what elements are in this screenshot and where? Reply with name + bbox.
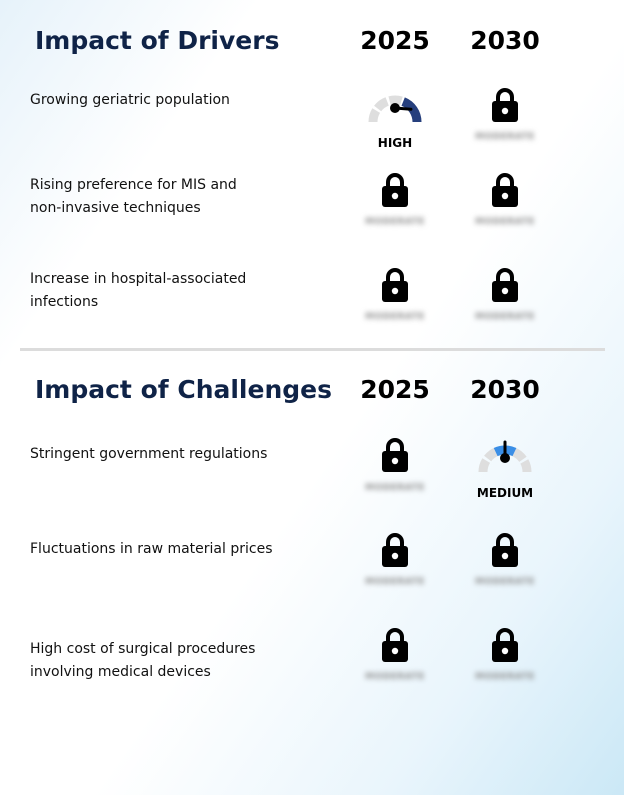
section-divider [20, 348, 605, 351]
hidden-impact-value: MODERATE [475, 132, 535, 142]
challenge-row-label: High cost of surgical procedures involvi… [30, 638, 290, 684]
challenges-heading: Impact of Challenges [35, 375, 332, 404]
hidden-impact-value: MODERATE [475, 217, 535, 227]
lock-icon [382, 268, 408, 302]
label-line: Stringent government regulations [30, 446, 268, 462]
driver-row-label: Increase in hospital-associated infectio… [30, 268, 290, 314]
impact-cell-2030[interactable]: MODERATE [450, 164, 560, 244]
label-line: non-invasive techniques [30, 200, 201, 216]
hidden-impact-value: MODERATE [475, 672, 535, 682]
hidden-impact-value: MODERATE [365, 312, 425, 322]
gauge-icon [478, 440, 532, 473]
challenge-row: High cost of surgical procedures involvi… [0, 618, 624, 708]
driver-row-label: Growing geriatric population [30, 89, 290, 112]
lock-icon [492, 88, 518, 122]
driver-row: Rising preference for MIS and non-invasi… [0, 164, 624, 254]
lock-icon [382, 628, 408, 662]
challenge-row: Stringent government regulations MODERAT… [0, 428, 624, 518]
challenges-year-2030: 2030 [470, 375, 540, 404]
label-line: Growing geriatric population [30, 92, 230, 108]
gauge-level-label: MEDIUM [476, 486, 534, 500]
impact-cell-2025[interactable]: MODERATE [340, 618, 450, 698]
impact-cell-2030[interactable]: MODERATE [450, 258, 560, 338]
lock-icon [492, 533, 518, 567]
challenge-row-label: Stringent government regulations [30, 443, 290, 466]
hidden-impact-value: MODERATE [365, 483, 425, 493]
driver-row-label: Rising preference for MIS and non-invasi… [30, 174, 290, 220]
driver-row: Increase in hospital-associated infectio… [0, 258, 624, 348]
hidden-impact-value: MODERATE [365, 577, 425, 587]
lock-icon [382, 173, 408, 207]
lock-icon [492, 268, 518, 302]
challenge-row: Fluctuations in raw material prices MODE… [0, 523, 624, 613]
impact-cell-2030[interactable]: MODERATE [450, 78, 560, 158]
hidden-impact-value: MODERATE [475, 577, 535, 587]
lock-icon [382, 438, 408, 472]
label-line: infections [30, 294, 99, 310]
gauge-level-label: HIGH [377, 136, 413, 150]
lock-icon [382, 533, 408, 567]
impact-cell-2025[interactable]: MODERATE [340, 164, 450, 244]
label-line: involving medical devices [30, 664, 211, 680]
impact-cell-2030[interactable]: MODERATE [450, 523, 560, 603]
impact-cell-2025[interactable]: MODERATE [340, 428, 450, 508]
challenge-row-label: Fluctuations in raw material prices [30, 538, 290, 561]
challenges-year-2025: 2025 [360, 375, 430, 404]
impact-cell-2025[interactable]: MODERATE [340, 258, 450, 338]
impact-cell-2030: MEDIUM [450, 428, 560, 508]
lock-icon [492, 173, 518, 207]
label-line: Fluctuations in raw material prices [30, 541, 273, 557]
impact-cell-2025: HIGH [340, 78, 450, 158]
drivers-year-2030: 2030 [470, 26, 540, 55]
impact-cell-2030[interactable]: MODERATE [450, 618, 560, 698]
lock-icon [492, 628, 518, 662]
hidden-impact-value: MODERATE [365, 672, 425, 682]
label-line: Increase in hospital-associated [30, 271, 247, 287]
label-line: Rising preference for MIS and [30, 177, 237, 193]
hidden-impact-value: MODERATE [475, 312, 535, 322]
impact-cell-2025[interactable]: MODERATE [340, 523, 450, 603]
drivers-year-2025: 2025 [360, 26, 430, 55]
drivers-heading: Impact of Drivers [35, 26, 280, 55]
label-line: High cost of surgical procedures [30, 641, 256, 657]
hidden-impact-value: MODERATE [365, 217, 425, 227]
gauge-icon [368, 95, 422, 123]
driver-row: Growing geriatric population HIGH MODERA… [0, 78, 624, 168]
